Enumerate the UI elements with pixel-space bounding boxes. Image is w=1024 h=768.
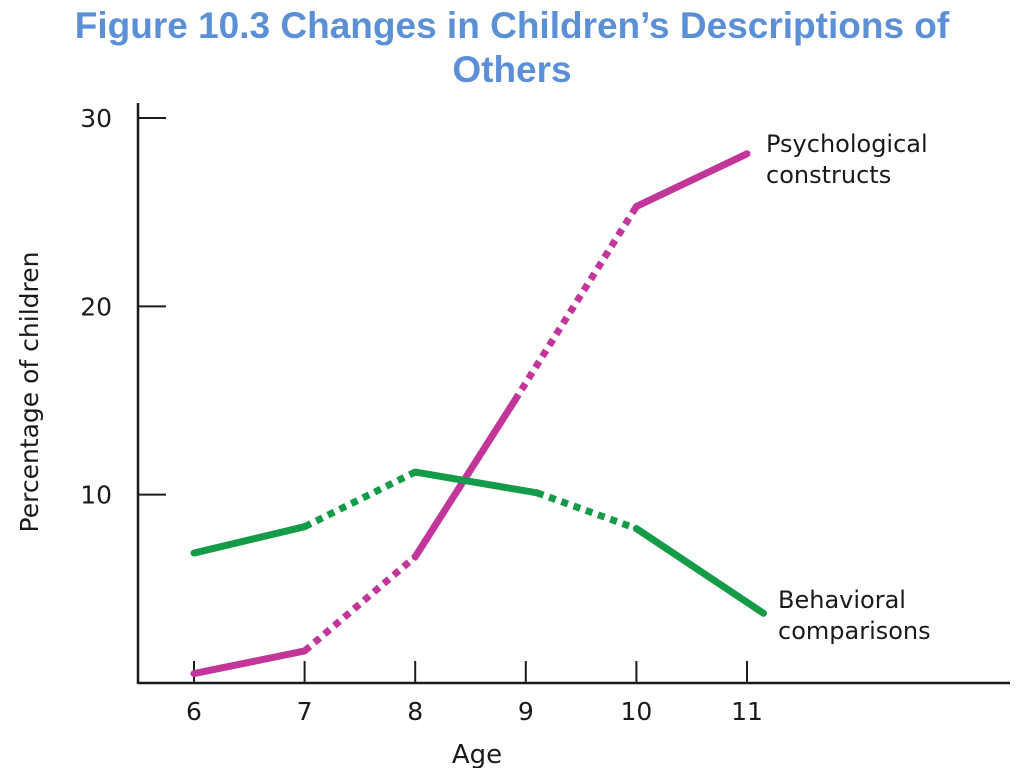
x-tick-label-9: 9 xyxy=(518,697,534,726)
x-axis-label: Age xyxy=(452,740,502,768)
behavioral-comparisons-segment-3 xyxy=(414,468,538,497)
x-tick-label-8: 8 xyxy=(407,697,423,726)
psychological-constructs-label: Psychological constructs xyxy=(766,130,928,189)
behavioral-comparisons-label: Behavioral comparisons xyxy=(778,586,931,645)
psychological-constructs-label-line-2: constructs xyxy=(766,161,891,189)
series-layer xyxy=(190,150,768,678)
psychological-constructs-point-4 xyxy=(511,397,519,404)
behavioral-comparisons-point-4 xyxy=(533,489,541,497)
psychological-constructs-point-5 xyxy=(632,203,640,211)
x-tick-label-6: 6 xyxy=(186,697,202,726)
behavioral-comparisons-point-1 xyxy=(190,549,198,557)
chart-title: Figure 10.3 Changes in Children’s Descri… xyxy=(0,4,1024,92)
y-tick-label-10: 10 xyxy=(80,481,112,510)
behavioral-comparisons-point-2 xyxy=(301,523,309,531)
psychological-constructs-label-line-1: Psychological xyxy=(766,130,928,158)
psychological-constructs-segment-4 xyxy=(511,204,640,403)
chart-title-line-1: Figure 10.3 Changes in Children’s Descri… xyxy=(74,5,950,46)
behavioral-comparisons-label-line-1: Behavioral xyxy=(778,586,906,614)
psychological-constructs-segment-2 xyxy=(302,554,418,654)
behavioral-comparisons-segment-5 xyxy=(634,525,766,617)
chart-title-line-2: Others xyxy=(452,49,572,90)
behavioral-comparisons-point-6 xyxy=(760,609,768,617)
psychological-constructs-point-6 xyxy=(743,150,751,158)
x-tick-label-10: 10 xyxy=(620,697,652,726)
behavioral-comparisons-label-line-2: comparisons xyxy=(778,617,931,645)
labels-layer: Psychological constructs Behavioral compari… xyxy=(766,130,931,645)
behavioral-comparisons-segment-4 xyxy=(535,489,638,532)
behavioral-comparisons-point-5 xyxy=(632,525,640,533)
psychological-constructs-point-2 xyxy=(301,647,309,655)
y-axis-label: Percentage of children xyxy=(15,252,44,533)
x-tick-label-7: 7 xyxy=(297,697,313,726)
psychological-constructs-point-1 xyxy=(190,670,198,678)
y-tick-label-30: 30 xyxy=(80,104,112,133)
behavioral-comparisons-segment-1 xyxy=(193,523,306,557)
y-tick-label-20: 20 xyxy=(80,292,112,321)
x-tick-label-11: 11 xyxy=(731,697,763,726)
axes: 10 20 30 6 7 8 9 10 11 Age Percentage of children xyxy=(15,103,1010,768)
psychological-constructs-point-3 xyxy=(411,553,419,561)
behavioral-comparisons-segment-2 xyxy=(303,468,417,530)
psychological-constructs-segment-1 xyxy=(193,647,306,678)
behavioral-comparisons-point-3 xyxy=(411,468,419,476)
psychological-constructs-segment-5 xyxy=(634,150,749,210)
